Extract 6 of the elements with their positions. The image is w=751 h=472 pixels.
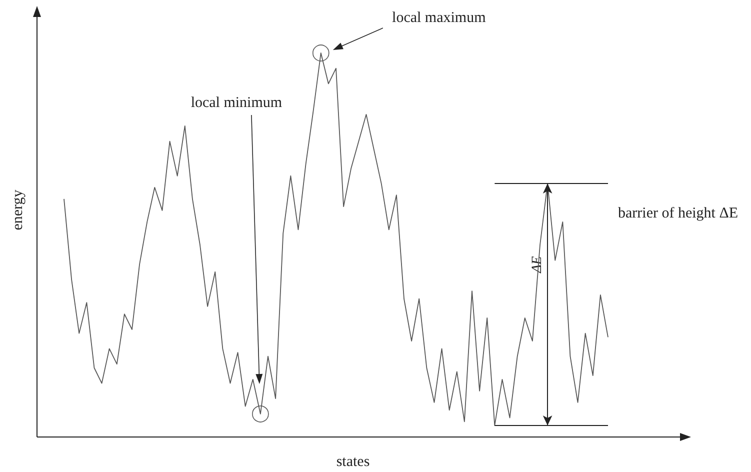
ref-line-label: barrier of height ΔE	[618, 206, 738, 222]
y-axis-title: energy	[10, 189, 26, 230]
text: local maximum	[392, 10, 486, 26]
x-axis-title: states	[336, 454, 370, 470]
annotation: ΔE	[530, 256, 546, 274]
annotation: local minimum	[190, 95, 282, 111]
